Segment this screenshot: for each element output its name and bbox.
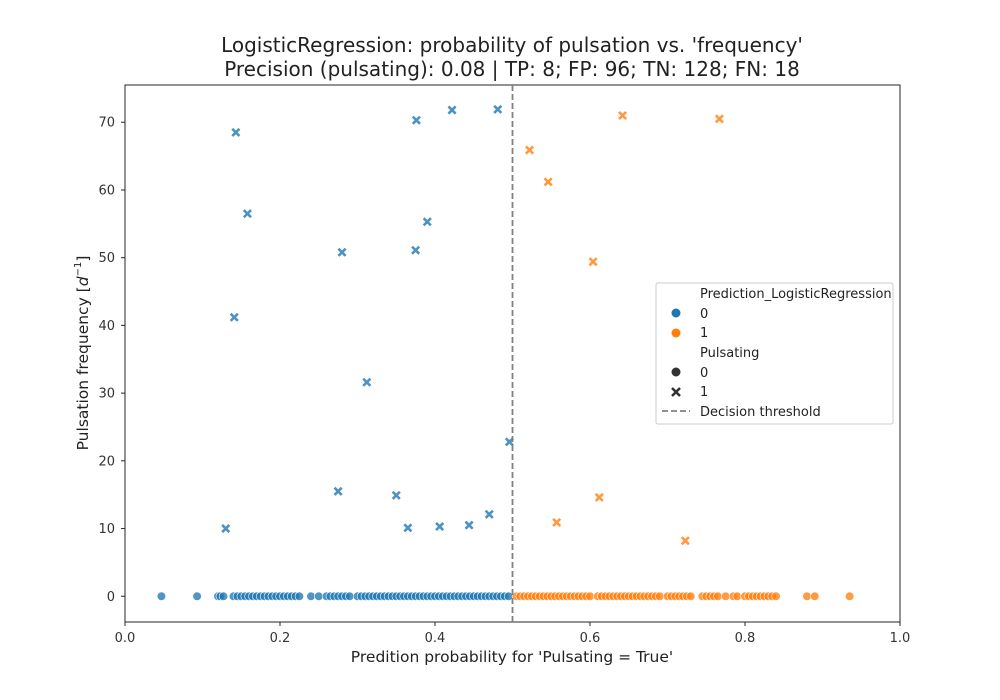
- point-pred0-pulsating1: [435, 521, 445, 532]
- point-pred0-pulsating1: [493, 104, 503, 114]
- data-points: [156, 104, 855, 601]
- point-pred0-pulsating1: [464, 520, 474, 530]
- point-pred1-pulsating1: [594, 492, 604, 502]
- point-pred0-pulsating1: [242, 209, 252, 219]
- y-axis-label: Pulsation frequency [d−1]: [73, 256, 92, 451]
- y-tick-label: 30: [98, 387, 115, 402]
- y-tick-label: 20: [98, 454, 115, 469]
- legend-marker-prediction-1: [671, 328, 681, 338]
- y-tick-label: 70: [98, 116, 115, 131]
- point-pred1-pulsating0: [771, 591, 781, 601]
- point-pred0-pulsating0: [156, 591, 167, 601]
- x-tick-label: 0.2: [270, 631, 291, 646]
- point-pred0-pulsating1: [447, 105, 457, 115]
- point-pred1-pulsating0: [732, 591, 742, 601]
- y-axis-label-exponent: −1: [73, 262, 84, 277]
- y-tick-label: 60: [98, 183, 115, 198]
- point-pred0-pulsating1: [362, 377, 372, 387]
- point-pred0-pulsating1: [411, 115, 421, 125]
- x-tick-label: 0.8: [735, 631, 756, 646]
- legend-marker-pulsating-1: [671, 387, 681, 397]
- point-pred0-pulsating1: [229, 312, 239, 322]
- point-pred0-pulsating1: [403, 523, 413, 533]
- legend-marker-prediction-0: [671, 308, 681, 318]
- point-pred0-pulsating0: [294, 591, 304, 601]
- point-pred1-pulsating1: [525, 145, 535, 155]
- x-tick-label: 0.6: [580, 631, 601, 646]
- point-pred0-pulsating1: [337, 247, 347, 257]
- point-pred0-pulsating1: [391, 490, 401, 500]
- point-pred0-pulsating1: [221, 524, 231, 534]
- point-pred1-pulsating0: [721, 591, 731, 601]
- chart-subtitle: Precision (pulsating): 0.08 | TP: 8; FP:…: [224, 57, 800, 81]
- point-pred0-pulsating1: [422, 217, 432, 227]
- point-pred1-pulsating1: [714, 114, 724, 124]
- point-pred1-pulsating0: [713, 591, 723, 601]
- point-pred0-pulsating1: [411, 245, 421, 255]
- point-pred0-pulsating0: [306, 591, 316, 601]
- point-pred0-pulsating1: [333, 486, 343, 496]
- point-pred1-pulsating0: [655, 591, 665, 601]
- y-axis-label-unit: d: [74, 276, 92, 286]
- point-pred1-pulsating0: [802, 591, 812, 601]
- legend-entry-pulsating-0: 0: [700, 366, 708, 381]
- x-axis-label: Predition probability for 'Pulsating = T…: [351, 648, 673, 666]
- legend-hue-title: Prediction_LogisticRegression: [700, 287, 892, 302]
- point-pred0-pulsating0: [192, 591, 202, 601]
- y-tick-label: 50: [98, 251, 115, 266]
- point-pred1-pulsating0: [585, 591, 595, 601]
- legend-style-title: Pulsating: [700, 346, 759, 361]
- x-tick-label: 0.4: [425, 631, 446, 646]
- point-pred1-pulsating1: [618, 110, 628, 120]
- point-pred1-pulsating0: [810, 591, 820, 601]
- plot-area: [124, 84, 901, 623]
- y-axis-label-text: Pulsation frequency [: [74, 286, 92, 450]
- point-pred0-pulsating0: [345, 591, 355, 601]
- y-axis-ticks: 0 10 20 30 40 50 60 70: [98, 116, 125, 605]
- point-pred0-pulsating0: [218, 591, 229, 601]
- point-pred1-pulsating1: [552, 517, 562, 527]
- chart-title: LogisticRegression: probability of pulsa…: [221, 33, 803, 57]
- y-tick-label: 40: [98, 319, 115, 334]
- point-pred1-pulsating1: [543, 177, 553, 187]
- point-pred1-pulsating0: [845, 591, 855, 601]
- point-pred0-pulsating1: [231, 127, 241, 137]
- point-pred1-pulsating0: [686, 591, 696, 601]
- point-pred1-pulsating1: [588, 257, 598, 267]
- x-axis-ticks: 0.0 0.2 0.4 0.6 0.8 1.0: [115, 622, 911, 646]
- y-tick-label: 10: [98, 522, 115, 537]
- legend-entry-pulsating-1: 1: [700, 385, 708, 400]
- y-axis-label-close: ]: [74, 256, 92, 262]
- x-tick-label: 1.0: [890, 631, 911, 646]
- point-pred0-pulsating1: [484, 509, 494, 519]
- legend-entry-prediction-0: 0: [700, 307, 708, 322]
- legend-marker-pulsating-0: [671, 367, 681, 377]
- point-pred0-pulsating0: [314, 591, 324, 601]
- legend-entry-prediction-1: 1: [700, 326, 708, 341]
- x-tick-label: 0.0: [115, 631, 136, 646]
- legend: Prediction_LogisticRegression 0 1 Pulsat…: [655, 282, 894, 425]
- y-tick-label: 0: [107, 590, 115, 605]
- legend-box: [655, 282, 894, 425]
- legend-entry-threshold: Decision threshold: [700, 405, 821, 420]
- point-pred1-pulsating1: [680, 536, 690, 546]
